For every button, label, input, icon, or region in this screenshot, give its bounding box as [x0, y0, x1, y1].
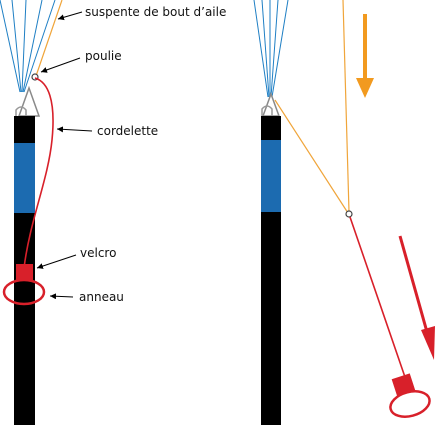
- maillon-left: [15, 106, 27, 116]
- suspension-lines-left: [0, 0, 56, 93]
- wingtip-line-right-diagonal: [274, 99, 349, 214]
- wingtip-line-right-vertical: [342, 0, 350, 213]
- annotation-arrows: [36, 11, 93, 300]
- left-panel: suspente de bout d’aile poulie cordelett…: [0, 0, 226, 425]
- velcro-left: [16, 264, 33, 281]
- label-wingtip-line: suspente de bout d’aile: [85, 5, 226, 19]
- connector-right: [261, 91, 281, 117]
- riser-band-right: [261, 140, 281, 212]
- riser-band-left: [14, 143, 35, 213]
- cord-right: [349, 216, 407, 381]
- label-velcro: velcro: [80, 246, 116, 260]
- right-panel: [253, 0, 435, 425]
- orange-arrow: [356, 14, 374, 98]
- label-ring: anneau: [79, 290, 124, 304]
- label-pulley: poulie: [85, 49, 122, 63]
- suspension-lines-right: [253, 0, 289, 98]
- red-arrow: [398, 235, 435, 360]
- ring-right: [389, 390, 431, 418]
- pulley-right: [345, 210, 353, 218]
- ring-left: [2, 278, 46, 306]
- label-cord: cordelette: [97, 124, 158, 138]
- connector-left: [17, 85, 41, 117]
- cord-left: [23, 77, 54, 269]
- wingtip-line-left: [35, 0, 63, 77]
- maillon-right: [261, 105, 273, 116]
